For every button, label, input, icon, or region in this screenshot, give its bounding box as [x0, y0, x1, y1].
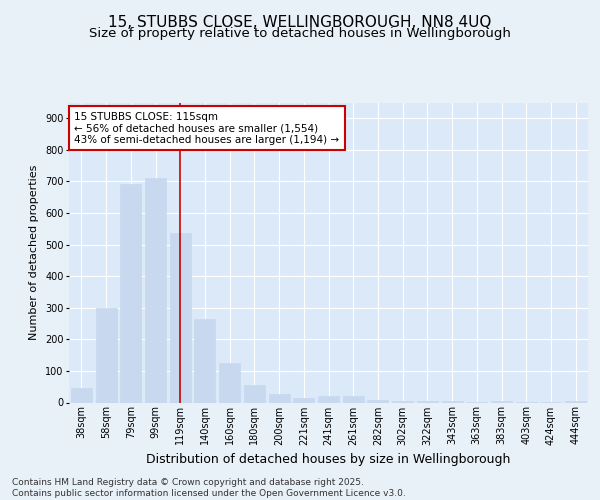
Bar [71, 388, 92, 402]
Bar [219, 363, 240, 403]
Bar [491, 401, 512, 402]
Text: Contains HM Land Registry data © Crown copyright and database right 2025.
Contai: Contains HM Land Registry data © Crown c… [12, 478, 406, 498]
Bar [392, 401, 413, 402]
Bar [269, 394, 290, 402]
X-axis label: Distribution of detached houses by size in Wellingborough: Distribution of detached houses by size … [146, 453, 511, 466]
Bar [367, 400, 388, 402]
Bar [417, 401, 438, 402]
Bar [318, 396, 339, 402]
Text: 15, STUBBS CLOSE, WELLINGBOROUGH, NN8 4UQ: 15, STUBBS CLOSE, WELLINGBOROUGH, NN8 4U… [109, 15, 491, 30]
Text: 15 STUBBS CLOSE: 115sqm
← 56% of detached houses are smaller (1,554)
43% of semi: 15 STUBBS CLOSE: 115sqm ← 56% of detache… [74, 112, 340, 144]
Bar [244, 385, 265, 402]
Bar [343, 396, 364, 402]
Bar [95, 308, 116, 402]
Bar [120, 184, 141, 402]
Bar [442, 401, 463, 402]
Y-axis label: Number of detached properties: Number of detached properties [29, 165, 40, 340]
Text: Size of property relative to detached houses in Wellingborough: Size of property relative to detached ho… [89, 28, 511, 40]
Bar [565, 401, 586, 402]
Bar [293, 398, 314, 402]
Bar [170, 233, 191, 402]
Bar [194, 319, 215, 402]
Bar [145, 178, 166, 402]
